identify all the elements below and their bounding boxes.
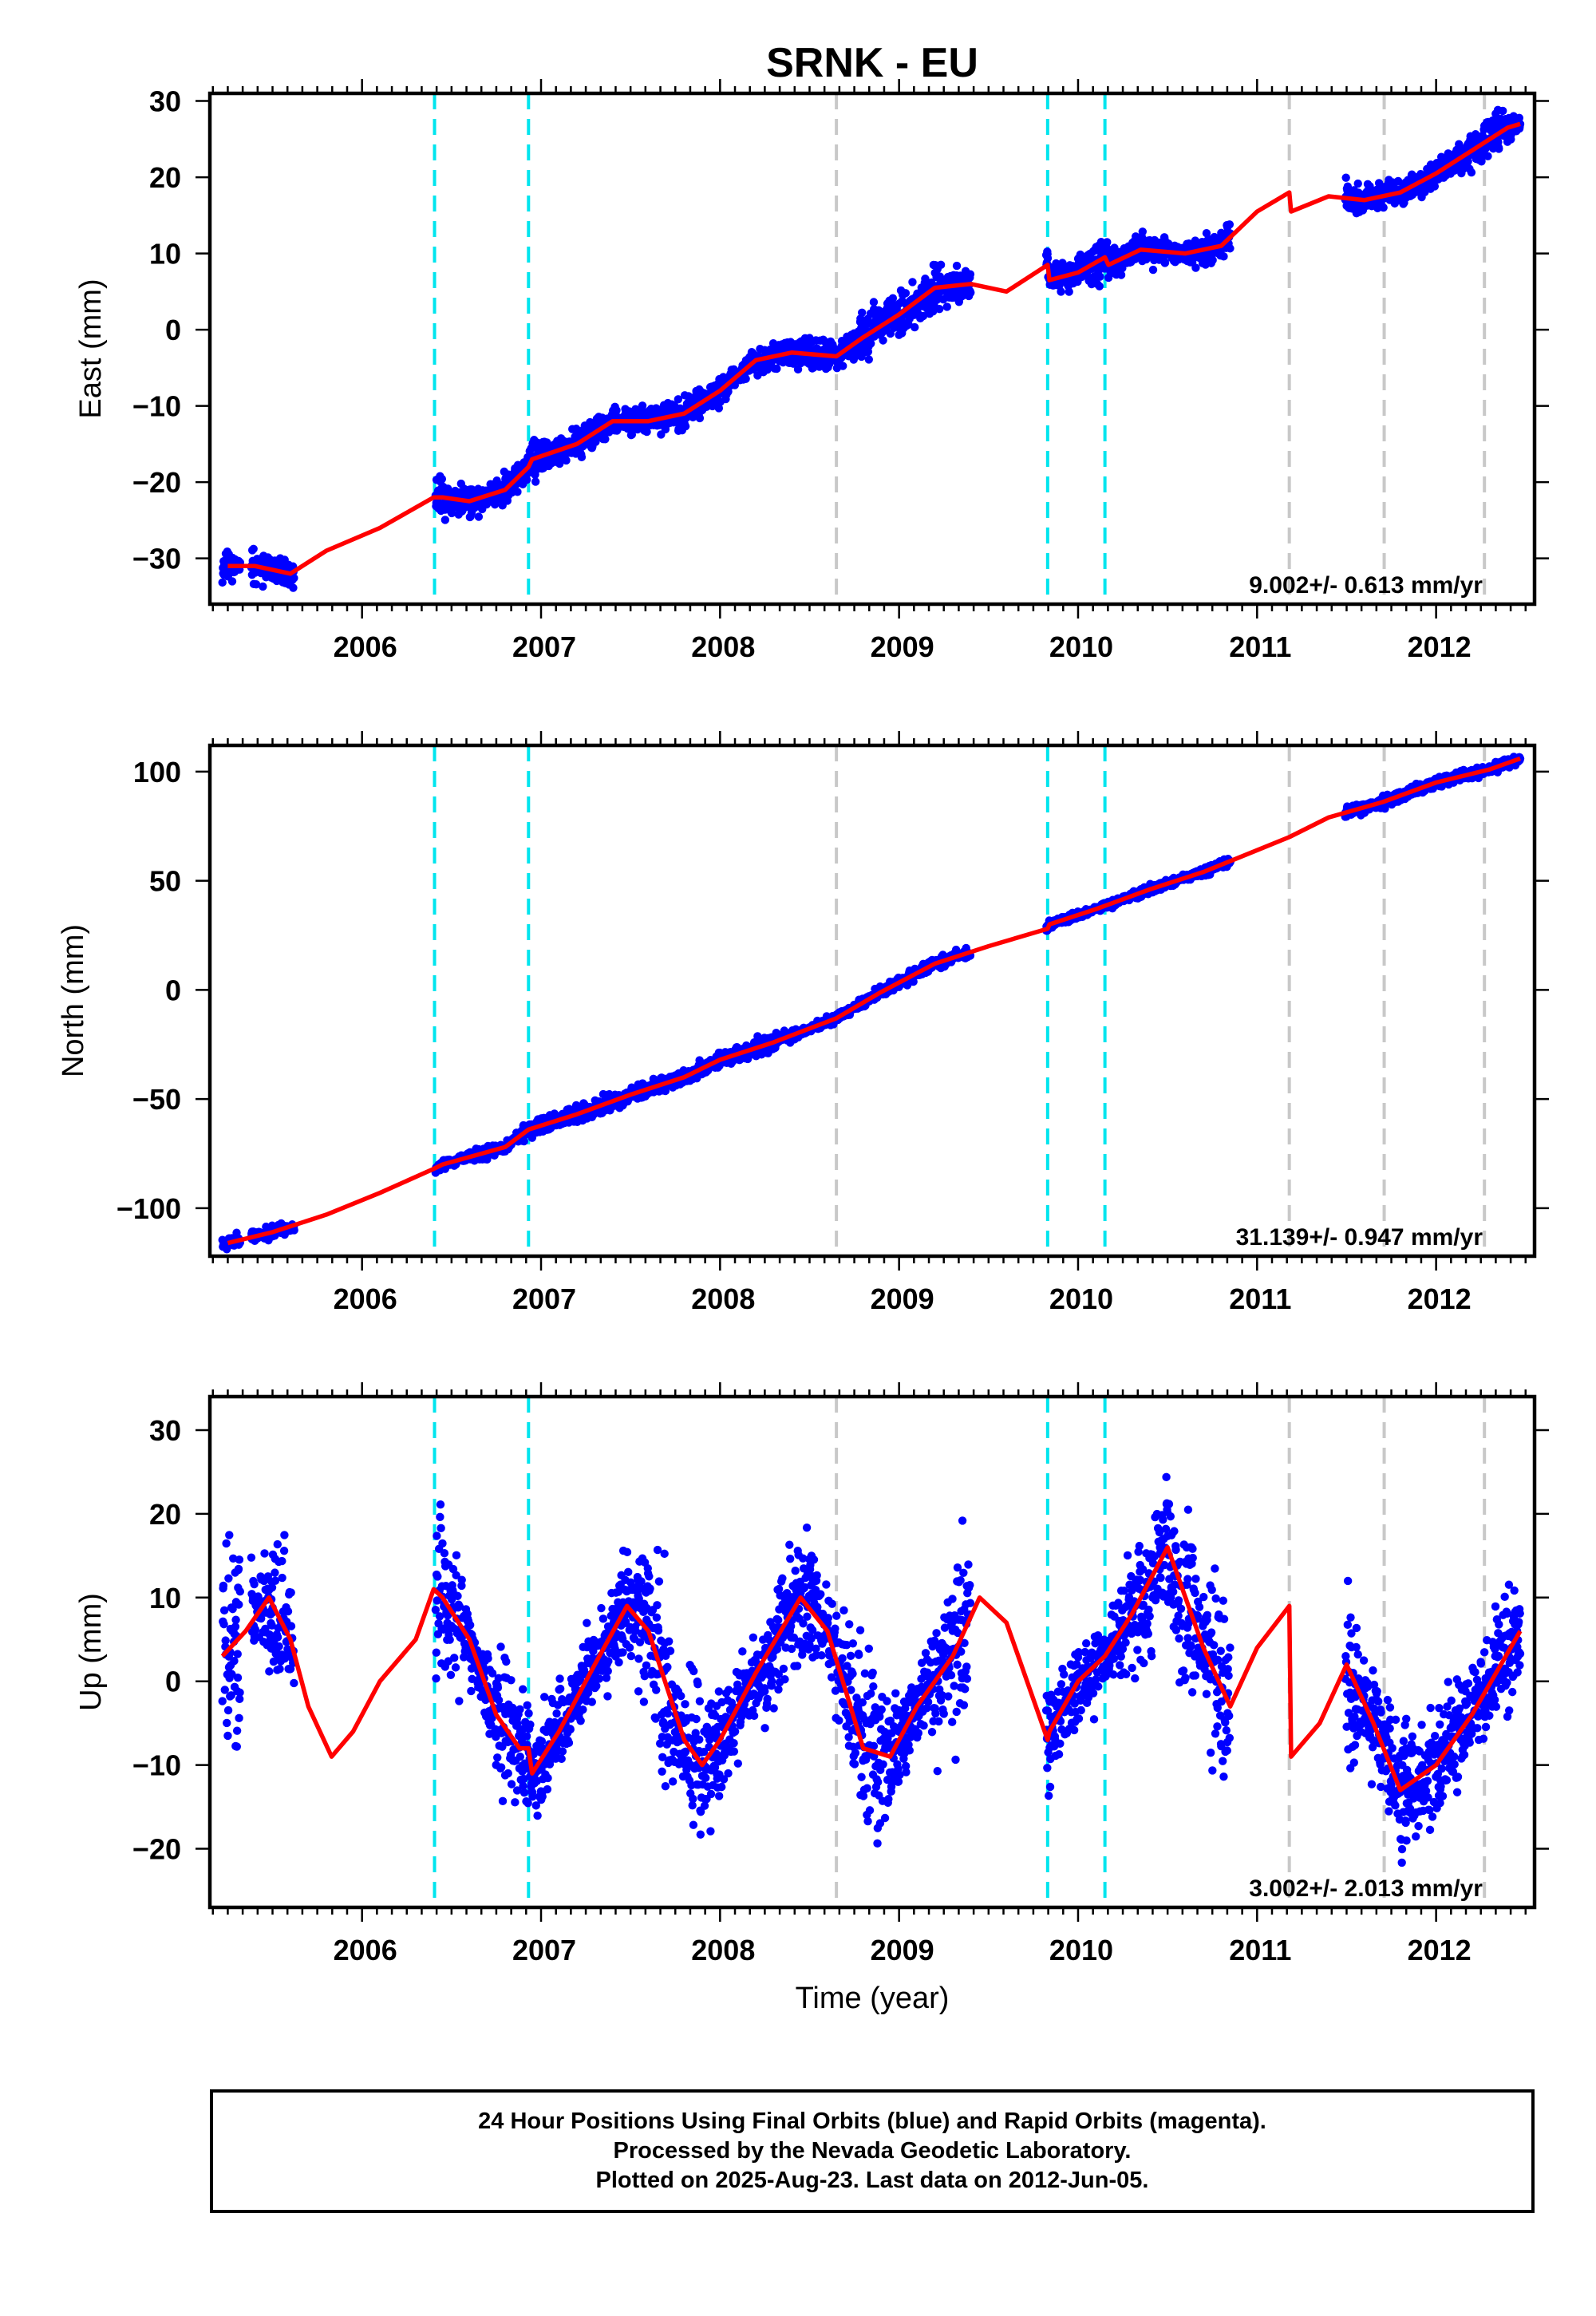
data-point (249, 544, 258, 553)
data-point (674, 395, 683, 404)
data-point (772, 364, 781, 373)
data-point (531, 477, 540, 486)
data-point (259, 582, 267, 591)
north-panel: 2006 2007 2008 2009 2010 2011 2012100500−50−10… (57, 731, 1549, 1315)
data-points (218, 105, 1525, 592)
data-point (966, 288, 975, 297)
data-point (1191, 263, 1200, 272)
data-point (857, 308, 867, 318)
data-point (513, 488, 522, 496)
data-point (522, 475, 531, 484)
data-point (966, 270, 975, 279)
data-point (935, 304, 944, 314)
x-tick-label: 2009 (871, 630, 934, 663)
data-point (695, 413, 705, 423)
velocity-rate-label: 9.002+/- 0.613 mm/yr (1249, 572, 1483, 599)
data-point (936, 260, 946, 270)
data-point (942, 302, 951, 311)
data-point (601, 435, 610, 444)
figure-title: SRNK - EU (766, 40, 978, 86)
data-point (251, 580, 261, 589)
data-point (864, 355, 873, 364)
x-tick-label: 2010 (1049, 630, 1113, 663)
x-tick-label: 2008 (691, 630, 755, 663)
data-point (218, 578, 227, 587)
data-point (1096, 272, 1104, 281)
y-tick-label: 30 (149, 85, 181, 118)
model-fit (227, 121, 1521, 576)
data-point (1499, 106, 1507, 116)
data-point (1379, 203, 1388, 212)
data-point (901, 289, 911, 298)
y-tick-label: −30 (132, 543, 181, 575)
data-point (1495, 144, 1503, 153)
data-point (1483, 152, 1492, 160)
data-point (440, 516, 450, 524)
data-point (562, 456, 571, 465)
x-tick-label: 2006 (334, 630, 397, 663)
y-tick-label: −10 (132, 390, 181, 423)
data-point (1477, 157, 1486, 166)
y-tick-label: −20 (132, 466, 181, 499)
data-point (1057, 287, 1065, 296)
data-point (1341, 173, 1350, 182)
plot-frame (207, 91, 1537, 607)
data-point (290, 574, 298, 583)
data-point (741, 374, 750, 383)
data-point (1226, 244, 1235, 253)
data-point (1148, 265, 1158, 275)
y-axis-label: East (mm) (74, 279, 108, 418)
data-point (227, 577, 237, 586)
data-point (289, 583, 298, 592)
data-point (612, 405, 621, 415)
axis-ticks (196, 79, 1549, 619)
data-point (839, 362, 847, 370)
data-point (911, 322, 919, 332)
data-point (474, 512, 484, 521)
data-point (1138, 227, 1148, 236)
data-point (908, 278, 917, 287)
data-point (437, 474, 447, 484)
data-point (952, 261, 962, 271)
y-tick-label: 20 (149, 161, 181, 194)
y-tick-label: 0 (165, 314, 181, 346)
x-tick-label: 2011 (1229, 630, 1291, 663)
data-point (642, 427, 651, 437)
x-tick-label: 2012 (1408, 630, 1472, 663)
data-point (555, 459, 564, 468)
data-point (1095, 282, 1104, 290)
data-point (1225, 220, 1235, 229)
data-point (1467, 168, 1476, 177)
data-point (879, 336, 887, 345)
event-lines (433, 745, 1487, 1256)
data-point (1043, 254, 1053, 263)
model-fit-line (227, 121, 1521, 576)
east-panel: 2006 2007 2008 2009 2010 2011 20123020100−10−2… (74, 79, 1549, 663)
data-point (681, 421, 690, 431)
data-point (1208, 255, 1217, 265)
data-point (1065, 287, 1073, 296)
data-point (1219, 252, 1228, 261)
y-tick-label: 10 (149, 238, 181, 271)
event-lines (433, 93, 1487, 604)
data-point (577, 453, 587, 462)
x-tick-label: 2007 (512, 630, 576, 663)
data-point (1353, 179, 1362, 188)
